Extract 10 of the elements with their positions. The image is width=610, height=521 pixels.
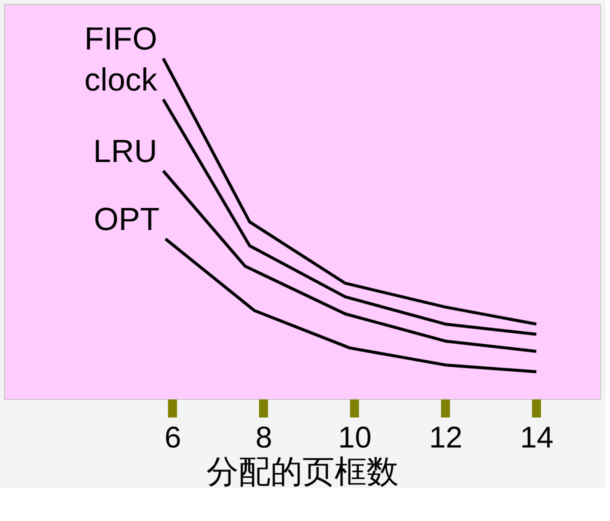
x-tick-label: 10: [338, 422, 372, 454]
series-label: FIFO: [84, 20, 158, 56]
series-label: LRU: [93, 132, 158, 169]
x-tick-label: 6: [164, 422, 182, 454]
series-label: OPT: [94, 200, 160, 237]
x-axis-title: 分配的页框数: [206, 454, 398, 490]
series-label: clock: [84, 61, 158, 98]
x-tick-label: 8: [255, 422, 272, 454]
x-tick-label: 14: [520, 422, 554, 454]
x-tick-label: 12: [429, 422, 462, 454]
